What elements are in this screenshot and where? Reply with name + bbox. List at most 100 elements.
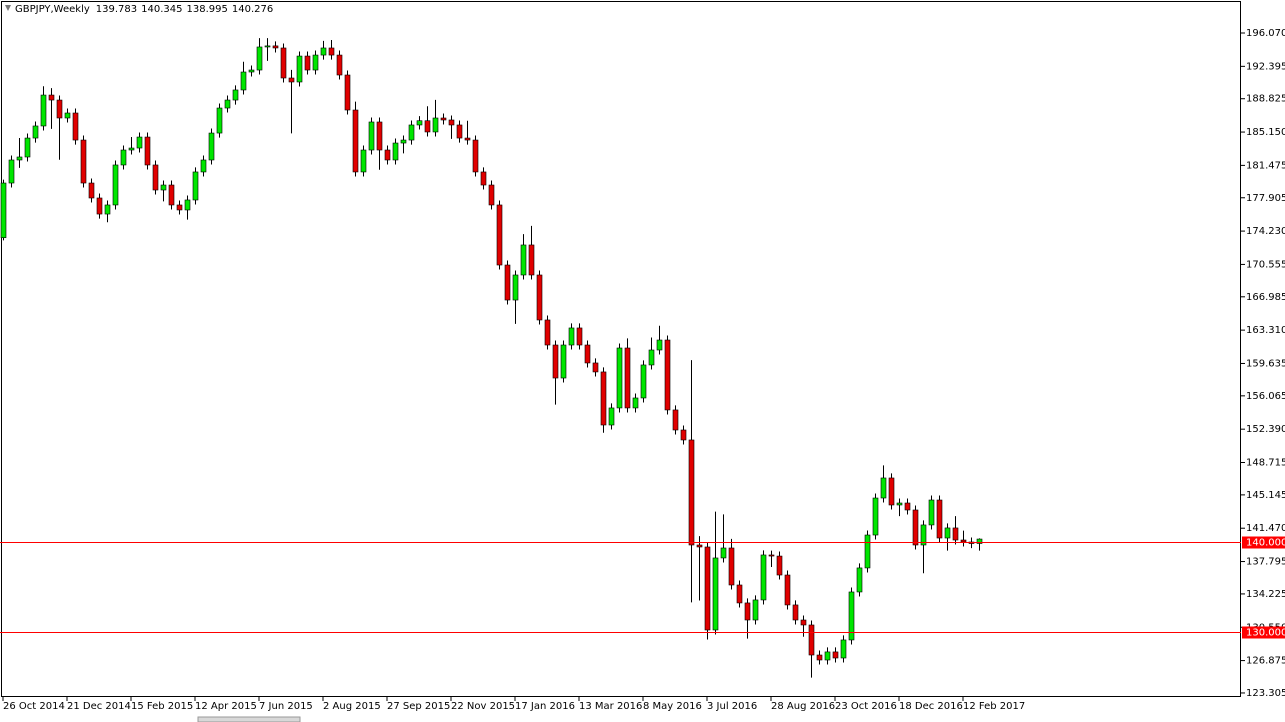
candle-body (432, 117, 439, 133)
candle-body (448, 119, 455, 126)
candle-body (144, 136, 151, 166)
candle-body (352, 109, 359, 173)
candle-body (584, 344, 591, 364)
candle-body (672, 409, 679, 431)
candle-body (728, 547, 735, 586)
y-tick-label: 148.715 (1246, 458, 1285, 469)
candle-body (160, 184, 167, 191)
candle-body (8, 159, 15, 184)
candle-body (472, 139, 479, 173)
candle-body (24, 137, 31, 158)
candle-body (248, 69, 255, 73)
candle-body (904, 502, 911, 511)
candle-body (120, 149, 127, 166)
candle-body (464, 137, 471, 141)
candle-body (832, 651, 839, 659)
y-tick-label: 170.555 (1246, 259, 1285, 270)
candle-body (88, 182, 95, 199)
x-tick-label: 18 Dec 2016 (899, 701, 963, 712)
candle-body (528, 244, 535, 276)
candle-body (192, 171, 199, 201)
candle-body (128, 147, 135, 151)
candle-body (632, 397, 639, 409)
candle-body (912, 509, 919, 546)
candle-body (64, 112, 71, 119)
candle-body (512, 274, 519, 301)
candle-body (952, 527, 959, 541)
plot-frame (1, 1, 1241, 697)
candle-body (136, 136, 143, 149)
candle-body (888, 477, 895, 506)
y-tick-label: 156.065 (1246, 391, 1285, 402)
x-tick-label: 26 Oct 2014 (3, 701, 65, 712)
candle-body (616, 347, 623, 409)
candle-body (56, 99, 63, 119)
candle-body (168, 184, 175, 206)
candle-body (296, 55, 303, 83)
candle-body (592, 362, 599, 373)
candle-body (544, 319, 551, 346)
y-tick-label: 145.145 (1246, 490, 1285, 501)
header-icon (5, 5, 11, 11)
candle-body (704, 546, 711, 631)
candle-body (392, 142, 399, 161)
y-tick-label: 166.985 (1246, 292, 1285, 303)
candle-body (488, 184, 495, 206)
plot-layer: 196.070 192.395 188.825 185.150 181.475 177.9… (0, 28, 1285, 712)
y-tick-label: 177.905 (1246, 193, 1285, 204)
candle-body (864, 534, 871, 569)
candle-body (440, 117, 447, 121)
candle-body (696, 544, 703, 548)
candle-body (792, 604, 799, 621)
x-tick-label: 23 Oct 2016 (835, 701, 897, 712)
y-tick-label: 181.475 (1246, 160, 1285, 171)
candle-body (576, 327, 583, 346)
y-tick-label: 163.310 (1246, 325, 1285, 336)
candle-body (920, 524, 927, 546)
candle-body (312, 54, 319, 71)
candle-body (264, 45, 271, 48)
x-tick-label: 22 Nov 2015 (451, 701, 515, 712)
x-tick-label: 12 Apr 2015 (195, 701, 257, 712)
candle-body (760, 554, 767, 601)
x-tick-label: 2 Aug 2015 (323, 701, 381, 712)
candle-body (480, 171, 487, 186)
y-tick-label: 152.390 (1246, 424, 1285, 435)
candle-body (368, 121, 375, 151)
candle-body (104, 204, 111, 215)
x-tick-label: 15 Feb 2015 (131, 701, 193, 712)
candle-body (416, 120, 423, 126)
candle-body (560, 344, 567, 379)
candle-body (232, 89, 239, 101)
candle-body (640, 364, 647, 399)
candle-body (400, 139, 407, 144)
candle-body (96, 197, 103, 215)
candle-body (16, 156, 23, 161)
candle-body (880, 477, 887, 499)
candle-body (936, 499, 943, 539)
candle-body (840, 639, 847, 659)
header-open: 139.783 (96, 4, 137, 15)
candle-body (872, 497, 879, 536)
candle-body (224, 99, 231, 109)
candle-body (272, 45, 279, 49)
candle-body (0, 182, 7, 239)
candle-body (200, 159, 207, 173)
candle-body (384, 149, 391, 161)
x-tick-label: 7 Jun 2015 (259, 701, 313, 712)
y-tick-label: 192.395 (1246, 61, 1285, 72)
candle-body (520, 244, 527, 276)
candle-body (152, 164, 159, 191)
candle-body (32, 125, 39, 139)
candle-body (816, 654, 823, 661)
candle-body (976, 538, 983, 544)
candle-body (304, 55, 311, 71)
y-tick-label: 188.825 (1246, 94, 1285, 105)
candle-body (184, 199, 191, 211)
y-tick-label: 141.470 (1246, 523, 1285, 534)
x-tick-label: 12 Feb 2017 (963, 701, 1025, 712)
header-close: 140.276 (232, 4, 273, 15)
candle-body (208, 132, 215, 161)
header-high: 140.345 (141, 4, 182, 15)
